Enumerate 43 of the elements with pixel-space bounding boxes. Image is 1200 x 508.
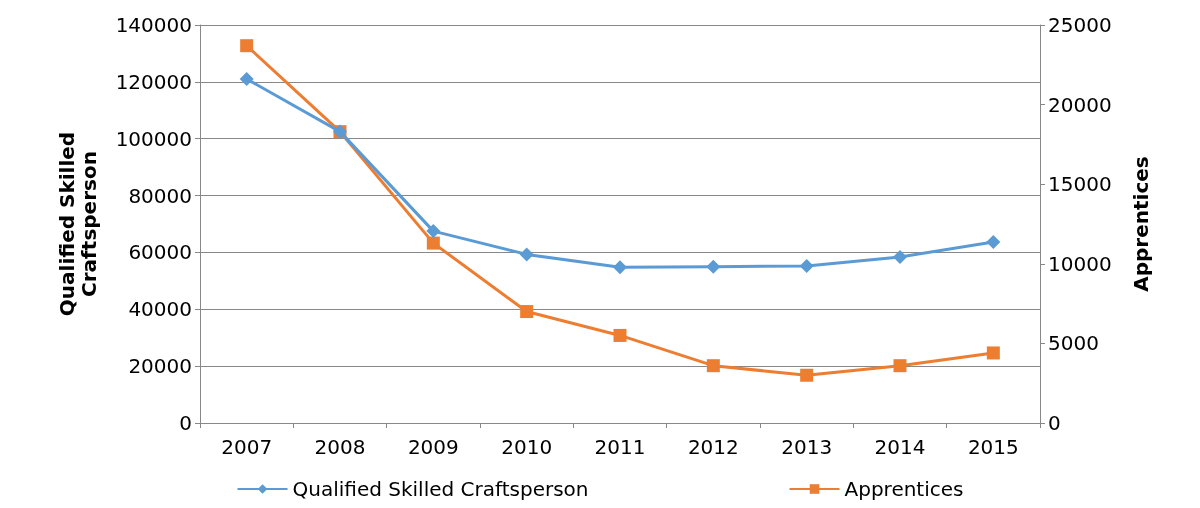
point bbox=[706, 359, 720, 373]
point bbox=[986, 346, 1000, 360]
y-tick-label: 40000 bbox=[128, 297, 192, 322]
point bbox=[986, 234, 1001, 249]
y-tick-label: 100000 bbox=[115, 126, 192, 151]
point bbox=[239, 72, 254, 87]
x-tick-label: 2012 bbox=[687, 435, 739, 459]
point bbox=[426, 224, 441, 239]
point bbox=[613, 260, 627, 275]
y2-tick-label: 25000 bbox=[1048, 13, 1112, 37]
point bbox=[706, 259, 721, 274]
point bbox=[893, 249, 907, 264]
y-tick-label: 0 bbox=[179, 411, 192, 435]
y2-tick-label: 10000 bbox=[1048, 251, 1112, 276]
y2-axis-title: Apprentices bbox=[1129, 156, 1153, 292]
y-tick-label: 60000 bbox=[128, 240, 192, 265]
y-tick-label: 20000 bbox=[128, 354, 192, 379]
y-tick-label: 120000 bbox=[115, 69, 192, 94]
x-tick-label: 2014 bbox=[874, 435, 926, 459]
x-tick-label: 2013 bbox=[781, 435, 833, 459]
point bbox=[426, 236, 440, 250]
y2-tick-label: 0 bbox=[1048, 411, 1061, 435]
x-tick-label: 2008 bbox=[314, 435, 366, 459]
point bbox=[613, 328, 627, 342]
y2-tick-label: 15000 bbox=[1048, 172, 1112, 197]
point bbox=[893, 359, 907, 373]
x-tick-label: 2007 bbox=[221, 435, 273, 459]
legend-label: Apprentices bbox=[844, 477, 964, 501]
x-tick-label: 2015 bbox=[967, 435, 1019, 459]
x-tick-label: 2009 bbox=[407, 435, 459, 459]
x-tick-label: 2010 bbox=[501, 435, 553, 459]
point bbox=[799, 259, 814, 274]
y2-tick-label: 20000 bbox=[1048, 92, 1112, 117]
point bbox=[520, 305, 534, 319]
y-tick-label: 140000 bbox=[115, 13, 192, 37]
legend-label: Qualified Skilled Craftsperson bbox=[292, 477, 589, 501]
point bbox=[519, 247, 534, 262]
x-tick-label: 2011 bbox=[594, 435, 646, 459]
point bbox=[800, 368, 814, 382]
y2-tick-label: 5000 bbox=[1048, 331, 1099, 356]
y-tick-label: 80000 bbox=[128, 183, 192, 208]
y-axis-title: Qualified Skilled Craftsperson bbox=[55, 131, 101, 317]
point bbox=[240, 39, 254, 53]
